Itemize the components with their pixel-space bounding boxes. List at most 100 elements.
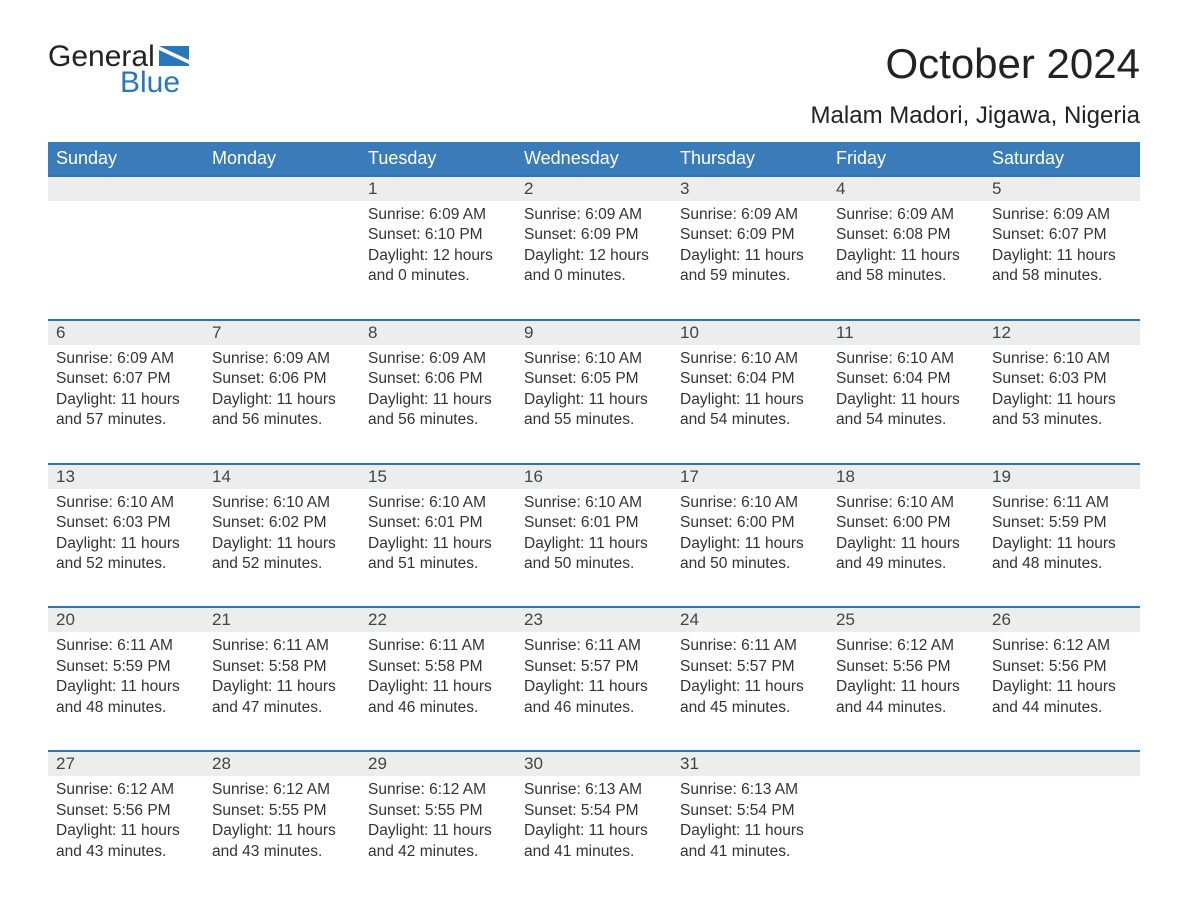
day-detail: Sunrise: 6:12 AMSunset: 5:56 PMDaylight:…	[48, 776, 204, 872]
week-detail-row: Sunrise: 6:09 AMSunset: 6:10 PMDaylight:…	[48, 201, 1140, 320]
day-detail: Sunrise: 6:10 AMSunset: 6:00 PMDaylight:…	[828, 489, 984, 608]
sunset-text: Sunset: 6:01 PM	[524, 513, 664, 533]
sunset-text: Sunset: 6:00 PM	[836, 513, 976, 533]
day-number	[48, 176, 204, 201]
sunset-text: Sunset: 5:55 PM	[368, 801, 508, 821]
day-detail: Sunrise: 6:09 AMSunset: 6:10 PMDaylight:…	[360, 201, 516, 320]
daylight-text-line1: Daylight: 11 hours	[368, 821, 508, 841]
day-detail: Sunrise: 6:09 AMSunset: 6:09 PMDaylight:…	[516, 201, 672, 320]
daylight-text-line2: and 43 minutes.	[212, 842, 352, 862]
sunrise-text: Sunrise: 6:09 AM	[992, 205, 1132, 225]
sunset-text: Sunset: 6:09 PM	[524, 225, 664, 245]
sunrise-text: Sunrise: 6:11 AM	[368, 636, 508, 656]
daylight-text-line1: Daylight: 11 hours	[680, 821, 820, 841]
day-number: 11	[828, 320, 984, 345]
sunset-text: Sunset: 5:54 PM	[524, 801, 664, 821]
day-detail: Sunrise: 6:11 AMSunset: 5:57 PMDaylight:…	[672, 632, 828, 751]
title-block: October 2024 Malam Madori, Jigawa, Niger…	[811, 40, 1140, 130]
day-number	[828, 751, 984, 776]
daylight-text-line1: Daylight: 11 hours	[56, 821, 196, 841]
day-number: 7	[204, 320, 360, 345]
day-number: 15	[360, 464, 516, 489]
day-number: 26	[984, 607, 1140, 632]
sunset-text: Sunset: 6:07 PM	[56, 369, 196, 389]
day-number	[984, 751, 1140, 776]
sunset-text: Sunset: 6:05 PM	[524, 369, 664, 389]
day-number: 23	[516, 607, 672, 632]
daylight-text-line1: Daylight: 12 hours	[524, 246, 664, 266]
calendar-page: General Blue October 2024 Malam Madori, …	[0, 0, 1188, 912]
week-daynum-row: 13141516171819	[48, 464, 1140, 489]
flag-icon	[159, 46, 189, 66]
day-number: 22	[360, 607, 516, 632]
day-detail: Sunrise: 6:10 AMSunset: 6:05 PMDaylight:…	[516, 345, 672, 464]
daylight-text-line2: and 49 minutes.	[836, 554, 976, 574]
sunset-text: Sunset: 6:02 PM	[212, 513, 352, 533]
day-header: Monday	[204, 142, 360, 176]
sunset-text: Sunset: 6:04 PM	[680, 369, 820, 389]
day-header: Sunday	[48, 142, 204, 176]
day-detail: Sunrise: 6:13 AMSunset: 5:54 PMDaylight:…	[672, 776, 828, 872]
daylight-text-line1: Daylight: 11 hours	[368, 677, 508, 697]
day-detail	[204, 201, 360, 320]
sunset-text: Sunset: 6:04 PM	[836, 369, 976, 389]
daylight-text-line2: and 48 minutes.	[992, 554, 1132, 574]
sunset-text: Sunset: 6:01 PM	[368, 513, 508, 533]
daylight-text-line2: and 47 minutes.	[212, 698, 352, 718]
daylight-text-line1: Daylight: 12 hours	[368, 246, 508, 266]
daylight-text-line1: Daylight: 11 hours	[992, 534, 1132, 554]
day-detail: Sunrise: 6:10 AMSunset: 6:04 PMDaylight:…	[828, 345, 984, 464]
sunset-text: Sunset: 5:56 PM	[836, 657, 976, 677]
day-detail: Sunrise: 6:10 AMSunset: 6:01 PMDaylight:…	[360, 489, 516, 608]
sunset-text: Sunset: 6:07 PM	[992, 225, 1132, 245]
sunrise-text: Sunrise: 6:10 AM	[836, 349, 976, 369]
sunrise-text: Sunrise: 6:10 AM	[212, 493, 352, 513]
sunrise-text: Sunrise: 6:09 AM	[368, 349, 508, 369]
week-daynum-row: 20212223242526	[48, 607, 1140, 632]
day-number: 16	[516, 464, 672, 489]
daylight-text-line1: Daylight: 11 hours	[680, 677, 820, 697]
daylight-text-line2: and 44 minutes.	[836, 698, 976, 718]
day-detail: Sunrise: 6:11 AMSunset: 5:58 PMDaylight:…	[204, 632, 360, 751]
day-header: Friday	[828, 142, 984, 176]
day-detail: Sunrise: 6:10 AMSunset: 6:03 PMDaylight:…	[48, 489, 204, 608]
daylight-text-line2: and 56 minutes.	[212, 410, 352, 430]
sunrise-text: Sunrise: 6:09 AM	[680, 205, 820, 225]
daylight-text-line2: and 44 minutes.	[992, 698, 1132, 718]
sunset-text: Sunset: 6:06 PM	[368, 369, 508, 389]
daylight-text-line2: and 56 minutes.	[368, 410, 508, 430]
sunrise-text: Sunrise: 6:11 AM	[680, 636, 820, 656]
day-header: Saturday	[984, 142, 1140, 176]
sunrise-text: Sunrise: 6:12 AM	[212, 780, 352, 800]
sunset-text: Sunset: 5:59 PM	[992, 513, 1132, 533]
day-detail: Sunrise: 6:12 AMSunset: 5:55 PMDaylight:…	[360, 776, 516, 872]
day-header: Wednesday	[516, 142, 672, 176]
daylight-text-line2: and 59 minutes.	[680, 266, 820, 286]
day-number: 10	[672, 320, 828, 345]
daylight-text-line2: and 50 minutes.	[524, 554, 664, 574]
daylight-text-line1: Daylight: 11 hours	[212, 821, 352, 841]
sunrise-text: Sunrise: 6:11 AM	[212, 636, 352, 656]
daylight-text-line1: Daylight: 11 hours	[836, 390, 976, 410]
daylight-text-line2: and 52 minutes.	[56, 554, 196, 574]
week-detail-row: Sunrise: 6:12 AMSunset: 5:56 PMDaylight:…	[48, 776, 1140, 872]
daylight-text-line2: and 57 minutes.	[56, 410, 196, 430]
sunset-text: Sunset: 5:58 PM	[212, 657, 352, 677]
sunrise-text: Sunrise: 6:10 AM	[524, 493, 664, 513]
day-number: 21	[204, 607, 360, 632]
day-number: 24	[672, 607, 828, 632]
daylight-text-line1: Daylight: 11 hours	[212, 390, 352, 410]
daylight-text-line1: Daylight: 11 hours	[524, 534, 664, 554]
daylight-text-line2: and 42 minutes.	[368, 842, 508, 862]
sunrise-text: Sunrise: 6:10 AM	[680, 493, 820, 513]
daylight-text-line1: Daylight: 11 hours	[212, 534, 352, 554]
daylight-text-line1: Daylight: 11 hours	[836, 677, 976, 697]
daylight-text-line2: and 52 minutes.	[212, 554, 352, 574]
day-number: 20	[48, 607, 204, 632]
daylight-text-line2: and 54 minutes.	[836, 410, 976, 430]
day-number: 31	[672, 751, 828, 776]
daylight-text-line2: and 55 minutes.	[524, 410, 664, 430]
daylight-text-line2: and 54 minutes.	[680, 410, 820, 430]
day-number: 2	[516, 176, 672, 201]
day-detail: Sunrise: 6:09 AMSunset: 6:07 PMDaylight:…	[984, 201, 1140, 320]
